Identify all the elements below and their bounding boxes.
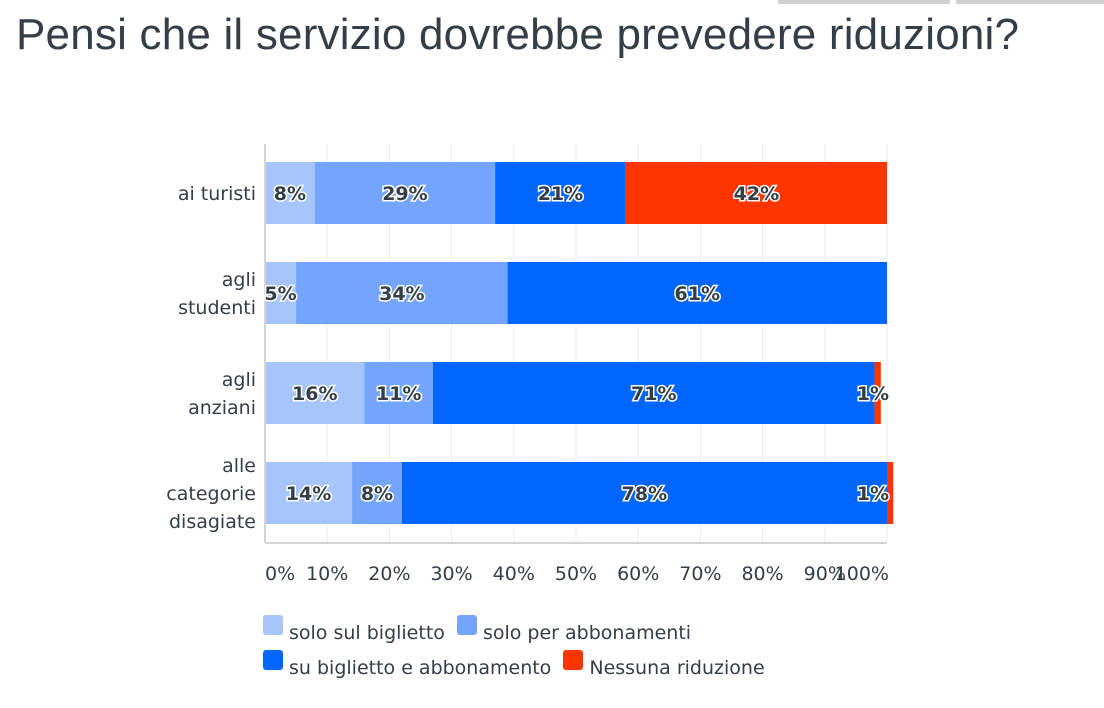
data-label: 42% (734, 183, 779, 205)
x-tick-label: 70% (679, 563, 721, 585)
bar-segment (874, 362, 881, 424)
bar-segment (314, 162, 496, 224)
x-tick-label: 100% (835, 563, 889, 585)
bar-segment (265, 162, 315, 224)
legend-row-1: solo sul biglietto solo per abbonamenti (263, 614, 863, 649)
bar-segment (507, 262, 887, 324)
legend-label: Nessuna riduzione (589, 657, 765, 679)
x-tick-label: 0% (265, 563, 295, 585)
category-label: agli (222, 269, 256, 291)
category-label: disagiate (169, 511, 256, 533)
data-labels: 8% 29% 21% 42% 5% 34% 61% 16% 11% 71% 1% 14% 8% 78% 1% (263, 182, 891, 507)
bar-segment (432, 362, 875, 424)
data-label: 61% (675, 283, 720, 305)
bar-segment (887, 462, 894, 524)
x-tick-label: 40% (493, 563, 535, 585)
x-tick-label: 90% (804, 563, 846, 585)
bar-segment (625, 162, 887, 224)
legend-label: solo per abbonamenti (482, 622, 692, 644)
legend-item-biglietto-e-abbonamento[interactable]: su biglietto e abbonamento (263, 649, 551, 679)
data-label: 21% (538, 183, 583, 205)
bar-segment (352, 462, 402, 524)
bar-segment (265, 462, 353, 524)
chart-title: Pensi che il servizio dovrebbe prevedere… (16, 10, 1020, 59)
x-tick-label: 60% (617, 563, 659, 585)
category-labels: ai turisti agli studenti agli anziani alle cat… (166, 183, 256, 533)
bar-segment (364, 362, 433, 424)
data-label: 14% (286, 483, 331, 505)
legend-item-nessuna-riduzione[interactable]: Nessuna riduzione (563, 649, 765, 679)
x-tick-label: 30% (430, 563, 472, 585)
data-label: 8% (274, 183, 306, 205)
top-tab-1[interactable] (778, 0, 950, 4)
legend-item-solo-abbonamenti[interactable]: solo per abbonamenti (456, 614, 691, 644)
category-label: studenti (178, 297, 256, 319)
data-label: 16% (292, 383, 337, 405)
bar-segment (265, 262, 297, 324)
legend-swatch-icon (263, 615, 283, 635)
category-label: agli (222, 369, 256, 391)
bar-segment (495, 162, 626, 224)
bar-segment (265, 362, 365, 424)
stacked-bar-chart: ai turisti agli studenti agli anziani alle cat… (166, 144, 894, 585)
bar-segment (401, 462, 887, 524)
axes (264, 144, 887, 544)
legend: solo sul biglietto solo per abbonamenti … (263, 614, 863, 684)
x-tick-label: 10% (306, 563, 348, 585)
legend-label: solo sul biglietto (289, 622, 445, 644)
category-label: categorie (166, 483, 256, 505)
x-tick-label: 20% (368, 563, 410, 585)
tick-labels: 0% 10% 20% 30% 40% 50% 60% 70% 80% 90%100% (265, 563, 889, 585)
data-label: 78% (622, 483, 667, 505)
data-label: 29% (382, 183, 427, 205)
data-label: 71% (631, 383, 676, 405)
bars (265, 162, 894, 524)
legend-swatch-icon (263, 650, 283, 670)
top-tab-2[interactable] (956, 0, 1104, 4)
category-label: ai turisti (178, 183, 256, 205)
category-label: alle (222, 455, 256, 477)
data-label: 11% (376, 383, 421, 405)
category-label: anziani (188, 397, 256, 419)
data-label: 8% (361, 483, 393, 505)
data-label: 5% (264, 283, 296, 305)
x-tick-label: 50% (555, 563, 597, 585)
legend-swatch-icon (456, 615, 477, 635)
data-label: 1% (857, 383, 889, 405)
data-label: 1% (857, 483, 889, 505)
legend-swatch-icon (563, 650, 584, 670)
legend-row-2: su biglietto e abbonamento Nessuna riduz… (263, 649, 863, 684)
legend-label: su biglietto e abbonamento (289, 657, 552, 679)
data-label: 34% (379, 283, 424, 305)
x-tick-label: 80% (741, 563, 783, 585)
bar-segment (296, 262, 508, 324)
legend-item-solo-biglietto[interactable]: solo sul biglietto (263, 614, 445, 644)
